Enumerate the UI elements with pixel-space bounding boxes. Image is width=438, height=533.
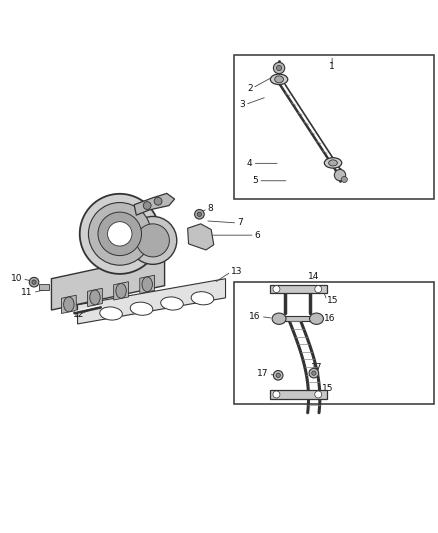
Text: 14: 14 [308,272,320,280]
Text: 15: 15 [322,384,333,393]
Polygon shape [134,193,175,215]
Ellipse shape [270,74,288,85]
Text: 10: 10 [11,274,22,283]
Text: 13: 13 [231,267,243,276]
Text: 9: 9 [101,206,107,215]
Ellipse shape [90,290,100,305]
Ellipse shape [194,209,204,219]
Bar [234,282,434,403]
Text: 8: 8 [208,204,213,213]
Ellipse shape [275,76,283,83]
Polygon shape [78,279,226,324]
Ellipse shape [310,313,323,325]
Bar [39,284,49,289]
Polygon shape [88,288,102,306]
Ellipse shape [273,370,283,380]
Text: 4: 4 [247,159,253,168]
Ellipse shape [88,203,151,265]
Ellipse shape [116,284,126,298]
Text: 5: 5 [252,176,258,185]
Ellipse shape [273,62,285,74]
Ellipse shape [334,169,346,181]
Ellipse shape [191,292,214,305]
Ellipse shape [161,297,183,310]
Ellipse shape [273,286,280,293]
Ellipse shape [29,277,39,287]
Polygon shape [114,282,128,300]
Bar [270,390,327,399]
Text: 1: 1 [329,62,335,71]
Ellipse shape [341,176,347,182]
Bar [279,316,317,321]
Bar [270,285,327,294]
Ellipse shape [32,280,36,284]
Ellipse shape [272,313,286,325]
Ellipse shape [136,224,170,257]
Ellipse shape [324,158,342,168]
Polygon shape [140,275,155,294]
Ellipse shape [328,160,337,166]
Text: 2: 2 [247,84,253,93]
Ellipse shape [273,391,280,398]
Polygon shape [61,295,76,313]
Text: 3: 3 [239,100,245,109]
Ellipse shape [276,373,280,377]
Text: 16: 16 [324,314,336,323]
Ellipse shape [309,368,319,378]
Polygon shape [187,224,214,250]
Ellipse shape [197,212,201,216]
Text: 7: 7 [237,219,243,228]
Ellipse shape [143,201,151,209]
Text: 11: 11 [21,288,33,297]
Text: 17: 17 [257,369,268,378]
Text: 15: 15 [327,296,339,305]
Polygon shape [51,254,165,310]
Ellipse shape [315,286,322,293]
Ellipse shape [98,212,141,256]
Bar [120,220,155,246]
Ellipse shape [64,297,74,312]
Ellipse shape [276,66,282,71]
Text: 12: 12 [73,310,85,319]
Ellipse shape [80,194,160,274]
Text: 6: 6 [254,231,261,240]
Ellipse shape [108,222,132,246]
Ellipse shape [129,216,177,264]
Ellipse shape [154,197,162,205]
Ellipse shape [130,302,153,316]
Text: 16: 16 [249,312,261,321]
Ellipse shape [142,277,152,292]
Ellipse shape [100,307,122,320]
Bar [234,55,434,199]
Ellipse shape [315,391,322,398]
Text: 17: 17 [311,364,323,373]
Ellipse shape [312,371,316,375]
